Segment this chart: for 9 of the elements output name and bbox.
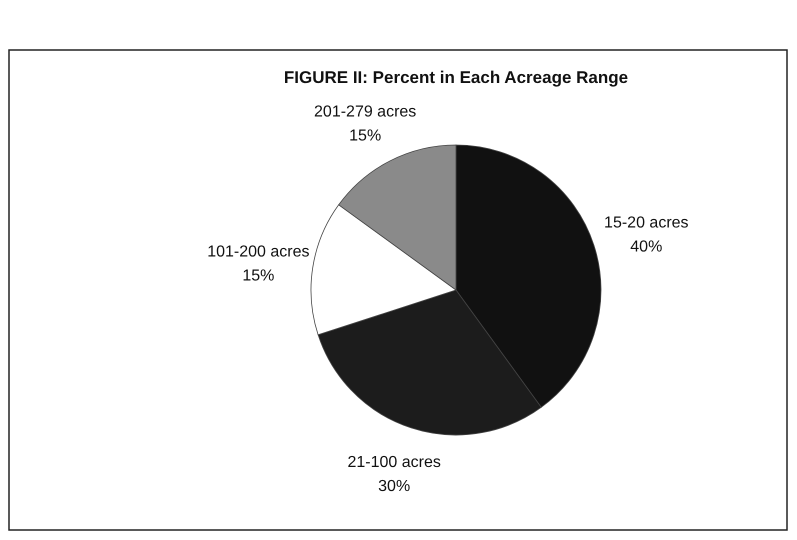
slice-label: 101-200 acres: [207, 243, 310, 260]
slice-label: 201-279 acres: [314, 104, 416, 121]
chart-title: FIGURE II: Percent in Each Acreage Range: [284, 68, 628, 87]
data-label: 30%: [378, 478, 410, 495]
slice-label: 15-20 acres: [604, 214, 689, 232]
slice-label: 21-100 acres: [347, 454, 441, 471]
data-label: 15%: [349, 128, 382, 145]
data-label: 15%: [242, 267, 274, 284]
data-label: 40%: [630, 238, 662, 256]
